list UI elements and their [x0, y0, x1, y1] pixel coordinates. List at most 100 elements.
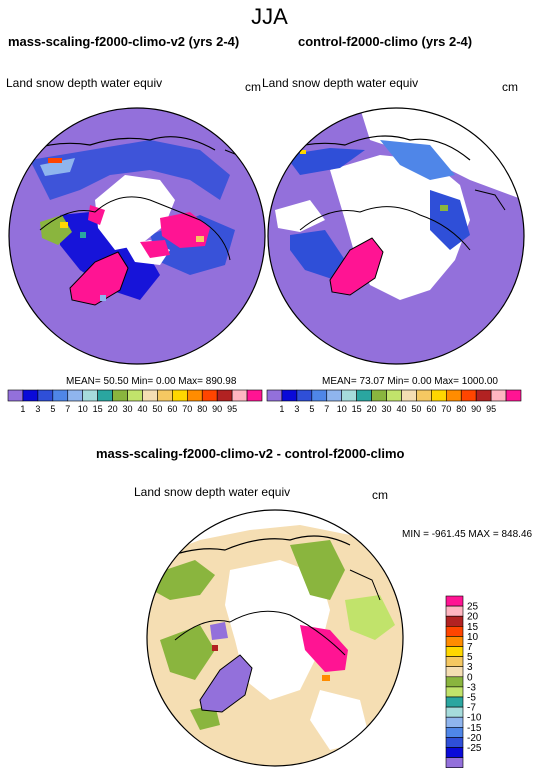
- diff-colorbar-swatch: [445, 676, 464, 688]
- diff-map-border: [146, 509, 404, 767]
- diff-colorbar-label: -3: [467, 682, 476, 693]
- right-colorbar-swatch: [296, 389, 313, 402]
- right-colorbar-label: 15: [352, 404, 362, 414]
- left-panel-title: mass-scaling-f2000-climo-v2 (yrs 2-4): [8, 34, 240, 49]
- left-colorbar-swatch: [52, 389, 69, 402]
- diff-colorbar-label: 15: [467, 622, 479, 633]
- left-colorbar-label: 50: [152, 404, 162, 414]
- diff-colorbar-swatch: [445, 646, 464, 657]
- diff-colorbar-swatch: [445, 716, 464, 728]
- diff-colorbar-label: 0: [467, 672, 473, 683]
- right-colorbar-label: 1: [279, 404, 284, 414]
- diff-panel-title: mass-scaling-f2000-climo-v2 - control-f2…: [96, 446, 405, 461]
- right-colorbar-label: 5: [309, 404, 314, 414]
- left-colorbar-label: 30: [123, 404, 133, 414]
- left-colorbar: 1 3 5 7 10 15 20 30 40 50 60 70 80 90 95: [7, 389, 263, 414]
- right-colorbar-swatch: [490, 389, 507, 402]
- left-colorbar-swatch: [22, 389, 39, 402]
- diff-colorbar-swatch: [445, 666, 464, 678]
- right-stats: MEAN= 73.07 Min= 0.00 Max= 1000.00: [322, 376, 498, 387]
- right-units-label: cm: [502, 80, 518, 94]
- left-colorbar-swatch: [201, 389, 218, 402]
- left-colorbar-swatch: [216, 389, 233, 402]
- left-colorbar-label: 95: [227, 404, 237, 414]
- right-variable-label: Land snow depth water equiv: [262, 76, 419, 90]
- diff-colorbar-label: -15: [467, 723, 482, 734]
- right-colorbar-label: 90: [471, 404, 481, 414]
- difference-map: [146, 509, 404, 767]
- right-colorbar-swatch: [356, 389, 372, 402]
- right-colorbar-label: 95: [486, 404, 496, 414]
- right-colorbar-swatch: [431, 389, 447, 402]
- right-colorbar-swatch: [505, 389, 522, 402]
- right-colorbar-swatch: [266, 389, 283, 402]
- right-colorbar: 1 3 5 7 10 15 20 30 40 50 60 70 80 90 95: [266, 389, 522, 414]
- diff-colorbar-swatch: [445, 686, 464, 698]
- right-colorbar-label: 7: [324, 404, 329, 414]
- diff-colorbar-swatch: [445, 625, 464, 637]
- left-colorbar-swatch: [82, 389, 98, 402]
- right-colorbar-swatch: [311, 389, 328, 402]
- diff-colorbar-label: 5: [467, 652, 473, 663]
- right-map-border: [267, 107, 525, 365]
- right-colorbar-label: 40: [396, 404, 406, 414]
- right-colorbar-label: 10: [337, 404, 347, 414]
- right-colorbar-swatch: [371, 389, 387, 402]
- left-colorbar-swatch: [37, 389, 54, 402]
- left-colorbar-label: 7: [65, 404, 70, 414]
- right-colorbar-swatch: [445, 389, 462, 402]
- diff-colorbar-label: -25: [467, 743, 482, 754]
- diff-colorbar-swatch: [445, 737, 464, 748]
- diff-colorbar-label: 20: [467, 612, 479, 623]
- right-panel-title: control-f2000-climo (yrs 2-4): [298, 34, 473, 49]
- diff-colorbar-swatch: [445, 615, 464, 627]
- right-colorbar-swatch: [326, 389, 343, 402]
- left-colorbar-swatch: [67, 389, 84, 402]
- diff-colorbar-label: -10: [467, 713, 482, 724]
- left-colorbar-label: 15: [93, 404, 103, 414]
- right-colorbar-label: 30: [382, 404, 392, 414]
- right-colorbar-label: 80: [456, 404, 466, 414]
- diff-units-label: cm: [372, 488, 388, 502]
- left-colorbar-swatch: [246, 389, 263, 402]
- left-colorbar-label: 10: [78, 404, 88, 414]
- left-colorbar-label: 60: [167, 404, 177, 414]
- right-colorbar-label: 20: [367, 404, 377, 414]
- diff-colorbar-label: -20: [467, 733, 482, 744]
- diff-colorbar-swatch: [445, 605, 464, 617]
- left-colorbar-label: 3: [35, 404, 40, 414]
- left-variable-label: Land snow depth water equiv: [6, 76, 163, 90]
- left-colorbar-label: 80: [197, 404, 207, 414]
- right-colorbar-label: 50: [411, 404, 421, 414]
- diff-colorbar-swatch: [445, 636, 464, 647]
- diff-colorbar-label: 7: [467, 642, 473, 653]
- diff-colorbar-swatch: [445, 747, 464, 758]
- right-colorbar-swatch: [341, 389, 357, 402]
- left-colorbar-swatch: [127, 389, 143, 402]
- left-colorbar-swatch: [7, 389, 24, 402]
- left-map: [8, 107, 266, 365]
- left-colorbar-swatch: [112, 389, 128, 402]
- season-title: JJA: [251, 4, 288, 29]
- diff-colorbar-label: -7: [467, 703, 476, 714]
- left-units-label: cm: [245, 80, 261, 94]
- diff-colorbar-label: 25: [467, 602, 479, 613]
- right-colorbar-swatch: [475, 389, 492, 402]
- left-stats: MEAN= 50.50 Min= 0.00 Max= 890.98: [66, 376, 237, 387]
- diff-colorbar-swatch: [445, 656, 464, 667]
- left-colorbar-swatch: [231, 389, 248, 402]
- diff-colorbar-label: -5: [467, 693, 476, 704]
- left-colorbar-label: 5: [50, 404, 55, 414]
- right-colorbar-swatch: [401, 389, 417, 402]
- left-colorbar-label: 40: [137, 404, 147, 414]
- right-colorbar-label: 60: [426, 404, 436, 414]
- diff-colorbar-swatch: [445, 696, 464, 708]
- diff-colorbar-swatch: [445, 757, 464, 768]
- diff-stats: MIN = -961.45 MAX = 848.46: [402, 529, 533, 540]
- right-colorbar-label: 3: [294, 404, 299, 414]
- diff-colorbar-swatch: [445, 706, 464, 718]
- left-colorbar-swatch: [186, 389, 203, 402]
- left-map-border: [8, 107, 266, 365]
